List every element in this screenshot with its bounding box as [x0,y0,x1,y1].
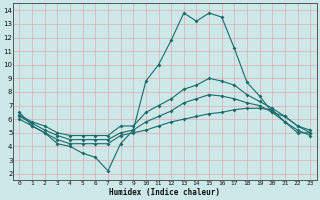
X-axis label: Humidex (Indice chaleur): Humidex (Indice chaleur) [109,188,220,197]
